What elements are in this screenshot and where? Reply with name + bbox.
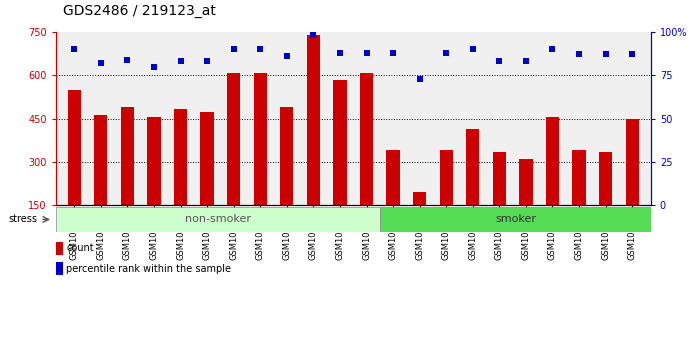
- Point: [334, 50, 345, 56]
- Point: [122, 57, 133, 62]
- Bar: [200, 112, 214, 205]
- Bar: [280, 107, 294, 205]
- Bar: [307, 35, 320, 205]
- Point: [574, 52, 585, 57]
- Text: count: count: [66, 243, 94, 253]
- Bar: [94, 115, 107, 205]
- Bar: [227, 73, 240, 205]
- Point: [441, 50, 452, 56]
- Text: GDS2486 / 219123_at: GDS2486 / 219123_at: [63, 4, 216, 18]
- Bar: [440, 150, 453, 205]
- Bar: [546, 117, 559, 205]
- Bar: [519, 159, 532, 205]
- Point: [626, 52, 638, 57]
- Bar: [386, 150, 400, 205]
- Text: non-smoker: non-smoker: [185, 215, 251, 224]
- Bar: [174, 109, 187, 205]
- Point: [361, 50, 372, 56]
- Bar: [121, 107, 134, 205]
- Bar: [413, 192, 426, 205]
- Point: [175, 58, 186, 64]
- Point: [228, 46, 239, 52]
- Point: [95, 60, 106, 66]
- Point: [148, 64, 159, 69]
- Bar: [493, 152, 506, 205]
- Point: [281, 53, 292, 59]
- Bar: [572, 150, 585, 205]
- Text: smoker: smoker: [495, 215, 536, 224]
- Bar: [56, 242, 63, 255]
- Point: [388, 50, 399, 56]
- Bar: [466, 129, 480, 205]
- Point: [600, 52, 611, 57]
- Bar: [333, 80, 347, 205]
- Point: [521, 58, 532, 64]
- Bar: [360, 73, 373, 205]
- Bar: [56, 262, 63, 275]
- Point: [308, 33, 319, 38]
- Point: [69, 46, 80, 52]
- Bar: [599, 152, 612, 205]
- Point: [493, 58, 505, 64]
- Bar: [68, 90, 81, 205]
- Text: percentile rank within the sample: percentile rank within the sample: [66, 263, 231, 274]
- Bar: [253, 73, 267, 205]
- Point: [467, 46, 478, 52]
- Point: [547, 46, 558, 52]
- Bar: [56, 207, 380, 232]
- Bar: [626, 119, 639, 205]
- Text: stress: stress: [9, 215, 38, 224]
- Point: [255, 46, 266, 52]
- Bar: [380, 207, 651, 232]
- Point: [414, 76, 425, 81]
- Point: [202, 58, 213, 64]
- Bar: [148, 117, 161, 205]
